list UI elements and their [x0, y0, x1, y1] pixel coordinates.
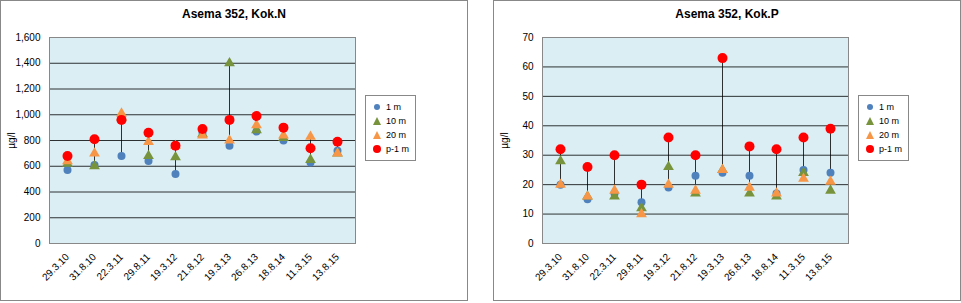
- svg-text:29.3.10: 29.3.10: [533, 251, 565, 283]
- svg-text:50: 50: [522, 91, 534, 102]
- svg-text:40: 40: [522, 120, 534, 131]
- svg-text:30: 30: [522, 149, 534, 160]
- svg-text:19.3.12: 19.3.12: [641, 251, 673, 283]
- svg-text:13.8.15: 13.8.15: [803, 251, 835, 283]
- html-text:Asema 352, Kok.N: Asema 352, Kok.N: [182, 7, 286, 21]
- svg-text:19.3.13: 19.3.13: [202, 251, 234, 283]
- svg-text:21.8.12: 21.8.12: [668, 251, 700, 283]
- svg-text:11.3.15: 11.3.15: [776, 251, 807, 282]
- html-text:20 m: 20 m: [386, 130, 406, 140]
- svg-text:µg/l: µg/l: [6, 132, 17, 148]
- svg-text:18.8.14: 18.8.14: [256, 251, 288, 283]
- html-text:Asema 352, Kok.P: Asema 352, Kok.P: [675, 7, 779, 21]
- svg-text:400: 400: [24, 186, 41, 197]
- html-text:1 m: 1 m: [386, 102, 401, 112]
- svg-text:1,600: 1,600: [15, 32, 40, 43]
- svg-text:70: 70: [522, 32, 534, 43]
- svg-text:22.3.11: 22.3.11: [94, 251, 125, 282]
- svg-text:1,000: 1,000: [15, 109, 40, 120]
- svg-text:800: 800: [24, 135, 41, 146]
- svg-text:11.3.15: 11.3.15: [283, 251, 314, 282]
- svg-text:19.3.12: 19.3.12: [148, 251, 180, 283]
- svg-text:21.8.12: 21.8.12: [175, 251, 207, 283]
- svg-text:1,400: 1,400: [15, 57, 40, 68]
- svg-text:29.3.10: 29.3.10: [40, 251, 72, 283]
- svg-text:29.8.11: 29.8.11: [614, 251, 645, 282]
- svg-text:26.8.13: 26.8.13: [229, 251, 261, 283]
- html-text:p-1 m: p-1 m: [879, 144, 902, 154]
- svg-text:µg/l: µg/l: [499, 132, 510, 148]
- svg-text:13.8.15: 13.8.15: [310, 251, 342, 283]
- html-text:10 m: 10 m: [879, 116, 899, 126]
- svg-text:600: 600: [24, 160, 41, 171]
- html-text:10 m: 10 m: [386, 116, 406, 126]
- svg-text:0: 0: [528, 238, 534, 249]
- svg-text:26.8.13: 26.8.13: [722, 251, 754, 283]
- html-text:p-1 m: p-1 m: [386, 144, 409, 154]
- svg-text:10: 10: [522, 208, 534, 219]
- svg-text:19.3.13: 19.3.13: [695, 251, 727, 283]
- svg-text:60: 60: [522, 61, 534, 72]
- svg-text:20: 20: [522, 179, 534, 190]
- svg-text:200: 200: [24, 212, 41, 223]
- svg-text:22.3.11: 22.3.11: [587, 251, 618, 282]
- svg-text:1,200: 1,200: [15, 83, 40, 94]
- svg-text:18.8.14: 18.8.14: [749, 251, 781, 283]
- svg-text:31.8.10: 31.8.10: [560, 251, 592, 283]
- svg-text:0: 0: [35, 238, 41, 249]
- svg-text:31.8.10: 31.8.10: [67, 251, 99, 283]
- html-text:20 m: 20 m: [879, 130, 899, 140]
- svg-text:29.8.11: 29.8.11: [121, 251, 152, 282]
- html-text:1 m: 1 m: [879, 102, 894, 112]
